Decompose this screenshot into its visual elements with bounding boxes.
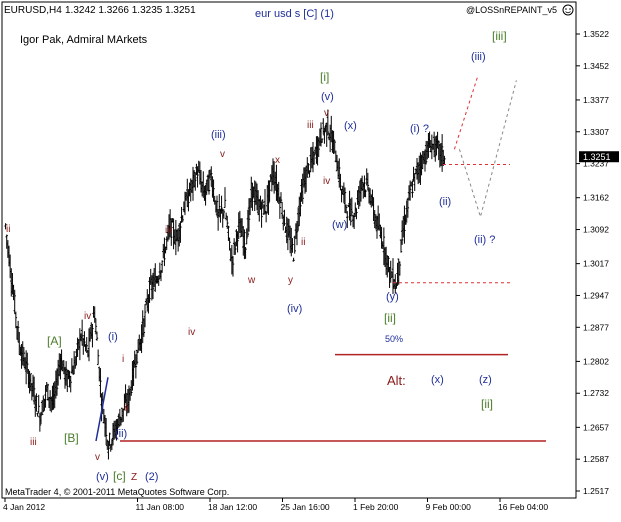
- fib-annotation: 50%: [385, 334, 403, 344]
- wave-label: x: [275, 155, 280, 166]
- wave-label: i: [122, 354, 124, 365]
- y-tick-label: 1.2657: [583, 422, 609, 432]
- y-tick-label: 1.3237: [583, 159, 609, 169]
- wave-label: [A]: [47, 334, 62, 348]
- x-tick-label: 9 Feb 00:00: [426, 502, 472, 512]
- wave-label: [ii]: [384, 311, 396, 325]
- x-tick-label: 1 Feb 20:00: [353, 502, 399, 512]
- y-tick-label: 1.2587: [583, 454, 609, 464]
- x-tick-label: 18 Jan 12:00: [208, 502, 257, 512]
- y-tick-label: 1.2517: [583, 486, 609, 496]
- wave-label: (x): [431, 374, 444, 386]
- wave-label: [iii]: [492, 29, 507, 43]
- annotations: 50%: [385, 334, 403, 344]
- wave-label: [i]: [320, 70, 329, 84]
- y-tick-label: 1.2732: [583, 388, 609, 398]
- wave-label: (ii): [115, 428, 127, 440]
- wave-label: (x): [344, 120, 357, 132]
- current-price-label: 1.3251: [583, 152, 611, 162]
- wave-label: y: [288, 275, 293, 286]
- ohlc-values: 1.3242 1.3266 1.3235 1.3251: [65, 5, 196, 16]
- wave-label: (iii): [211, 129, 226, 141]
- wave-label: [c]: [113, 469, 126, 483]
- wave-label: w: [247, 275, 256, 286]
- x-tick-label: 4 Jan 2012: [3, 502, 45, 512]
- x-tick-label: 25 Jan 16:00: [281, 502, 330, 512]
- wave-label: v: [324, 108, 329, 119]
- y-tick-label: 1.2802: [583, 356, 609, 366]
- wave-label: iii: [30, 437, 37, 448]
- wave-label: ii: [124, 403, 128, 414]
- wave-label: Alt:: [387, 373, 406, 388]
- wave-label: v: [220, 149, 225, 160]
- x-tick-label: 11 Jan 08:00: [136, 502, 185, 512]
- author-label: Igor Pak, Admiral MArkets: [20, 34, 148, 46]
- footer-copyright: MetaTrader 4, © 2001-2011 MetaQuotes Sof…: [5, 487, 229, 497]
- projection-path: [458, 80, 517, 219]
- y-tick-label: 1.3377: [583, 95, 609, 105]
- wave-label: (z): [479, 374, 492, 386]
- wave-label: iii: [307, 120, 314, 131]
- y-tick-label: 1.3017: [583, 259, 609, 269]
- wave-label: [ii]: [481, 397, 493, 411]
- wave-label: iv: [323, 176, 330, 187]
- wave-connector-line: [95, 377, 109, 442]
- y-tick-label: 1.3307: [583, 127, 609, 137]
- x-tick-label: 16 Feb 04:00: [498, 502, 548, 512]
- plot-frame: [1, 1, 577, 499]
- wave-label: [B]: [64, 431, 79, 445]
- wave-label: (iii): [471, 51, 486, 63]
- y-tick-label: 1.3522: [583, 29, 609, 39]
- wave-label: (v): [96, 471, 109, 483]
- projection-lines: [453, 77, 517, 219]
- wave-label: (i) ?: [410, 123, 429, 135]
- wave-label: (y): [386, 291, 399, 303]
- wave-label: (i): [108, 331, 118, 343]
- indicator-title: eur usd s [C] (1): [255, 8, 334, 20]
- wave-label: iv: [84, 311, 91, 322]
- price-axis: 1.3522 1.3452 1.3377 1.3307 1.3237 1.3162 1.30…: [576, 29, 609, 496]
- wave-label: iv: [188, 327, 195, 338]
- wave-label: ii: [301, 237, 305, 248]
- symbol-info: EURUSD,H4: [4, 5, 62, 16]
- current-price-marker: 1.3251: [579, 151, 619, 163]
- wave-label: (2): [145, 471, 158, 483]
- time-axis: 4 Jan 2012 11 Jan 08:00 18 Jan 12:00 25 Jan…: [3, 498, 548, 512]
- wave-label: (w): [332, 219, 347, 231]
- wave-label: ii: [6, 224, 10, 235]
- wave-label: (v): [321, 91, 334, 103]
- y-tick-label: 1.2947: [583, 290, 609, 300]
- y-tick-label: 1.3452: [583, 61, 609, 71]
- wave-label: Z: [131, 472, 137, 483]
- wave-label: (ii) ?: [474, 234, 495, 246]
- wave-label: (iv): [287, 303, 302, 315]
- wave-label: v: [95, 452, 100, 463]
- y-tick-label: 1.3092: [583, 225, 609, 235]
- y-tick-label: 1.2877: [583, 322, 609, 332]
- indicator-name: @LOSSnREPAINT_v5: [466, 5, 557, 15]
- horizontal-lines: [95, 164, 546, 442]
- candles: [4, 109, 446, 460]
- wave-label: (ii): [439, 196, 451, 208]
- wave-label: iii: [165, 225, 172, 236]
- projection-path: [453, 77, 478, 150]
- smiley-icon: [562, 4, 574, 16]
- y-tick-label: 1.3162: [583, 193, 609, 203]
